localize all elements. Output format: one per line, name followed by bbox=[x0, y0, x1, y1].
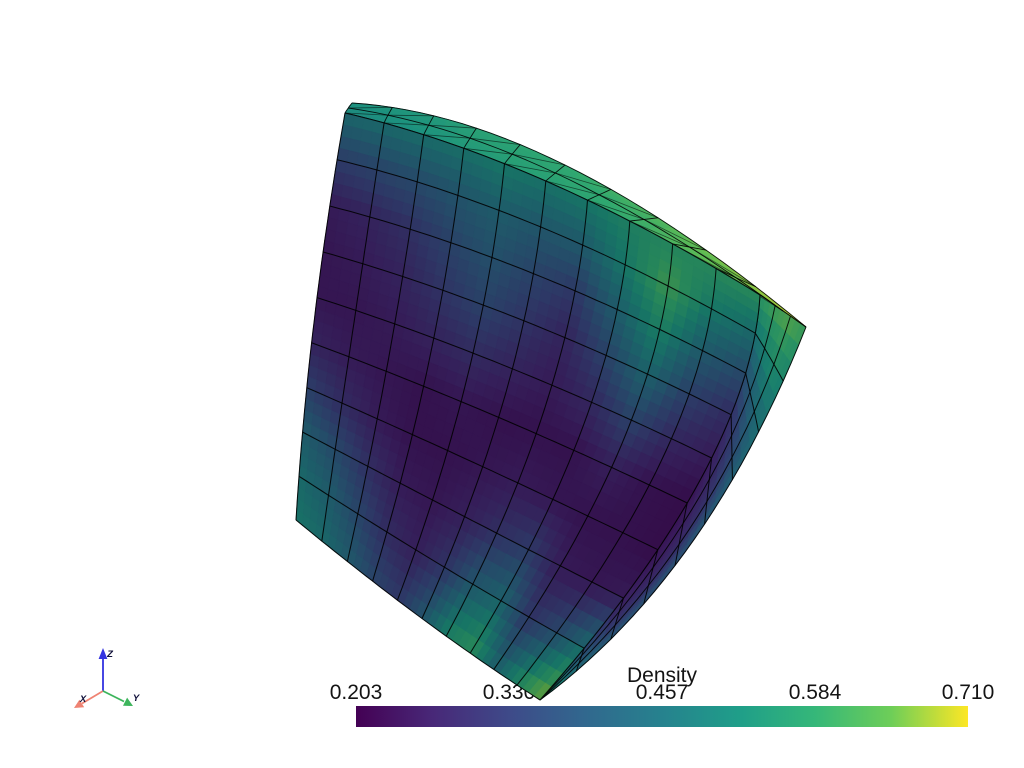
x-axis-label: X bbox=[79, 694, 87, 705]
colorbar-tick-label: 0.710 bbox=[942, 681, 995, 704]
colorbar-tick-label: 0.457 bbox=[636, 681, 689, 704]
x-axis-arrowhead-icon bbox=[74, 699, 85, 708]
z-axis-label: Z bbox=[106, 649, 114, 660]
colorbar-tick-label: 0.584 bbox=[789, 681, 842, 704]
colorbar-gradient[interactable] bbox=[356, 706, 968, 727]
orientation-axes-widget: X Y Z bbox=[74, 648, 141, 708]
x-axis-line bbox=[81, 690, 104, 705]
y-axis-label: Y bbox=[133, 693, 141, 704]
colorbar-title: Density bbox=[627, 664, 698, 687]
y-axis-line bbox=[102, 690, 125, 703]
density-mesh[interactable] bbox=[295, 102, 807, 701]
colorbar-tick-label: 0.203 bbox=[330, 681, 383, 704]
mesh-face-front bbox=[295, 112, 761, 701]
scalar-bar[interactable]: Density 0.203 0.330 0.457 0.584 0.710 bbox=[330, 664, 995, 727]
y-axis-arrowhead-icon bbox=[123, 697, 133, 706]
z-axis-arrowhead-icon bbox=[98, 648, 108, 659]
mesh-face-side bbox=[539, 294, 807, 701]
